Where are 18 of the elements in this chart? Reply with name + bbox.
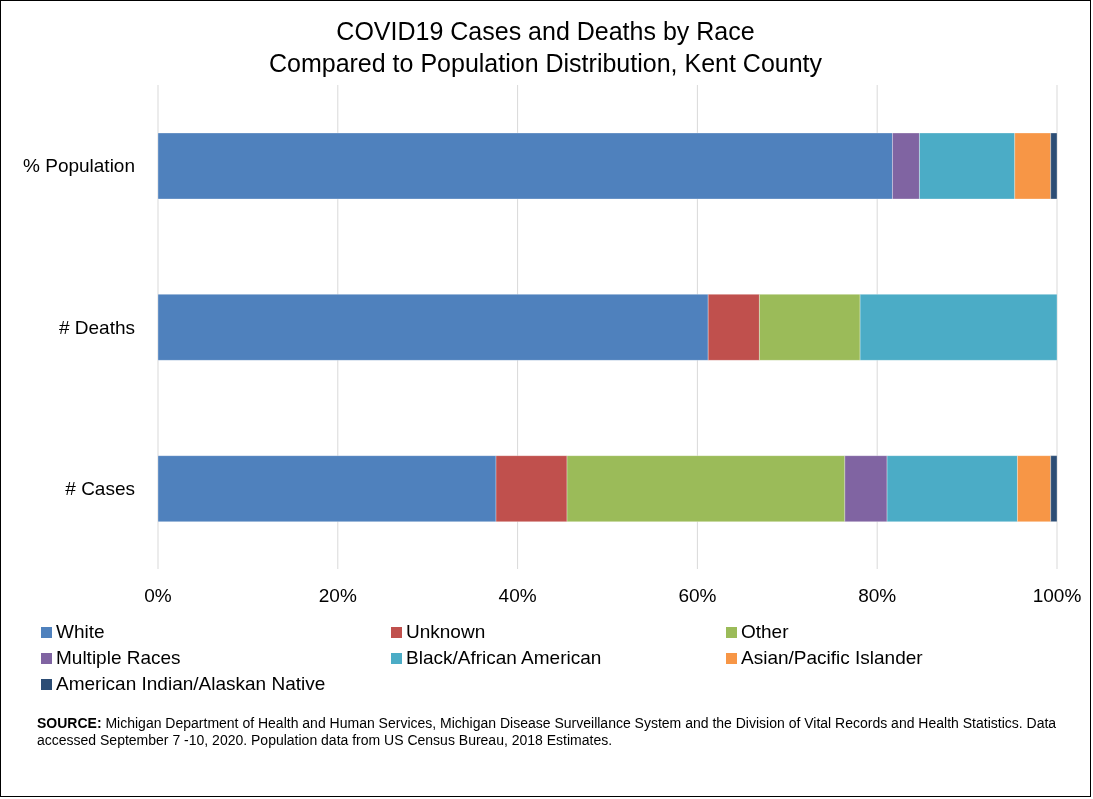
source-note: SOURCE: Michigan Department of Health and Human Services, Michigan Disease Surveillance System and the Division of Vital Records and Health Statistics. Data accessed September 7 -10, 2020. Population data from US Census Bureau, 2018 Estimates. (37, 715, 1058, 749)
legend-label: Other (741, 621, 789, 643)
x-tick-label: 80% (858, 585, 897, 607)
x-tick-label: 60% (678, 585, 717, 607)
chart-title: COVID19 Cases and Deaths by Race Compared to Population Distribution, Kent County (267, 16, 824, 79)
y-tick-label: # Deaths (58, 316, 135, 338)
y-tick-label: % Population (23, 155, 135, 177)
legend-label: Unknown (406, 621, 486, 643)
legend-label: American Indian/Alaskan Native (56, 673, 326, 695)
x-tick-label: 100% (1032, 585, 1082, 607)
legend-label: White (56, 621, 105, 643)
legend-label: Asian/Pacific Islander (741, 647, 923, 669)
y-tick-label: # Cases (65, 478, 135, 500)
x-tick-label: 20% (318, 585, 357, 607)
legend-label: Black/African American (406, 647, 602, 669)
x-tick-label: 0% (144, 585, 172, 607)
x-tick-label: 40% (498, 585, 537, 607)
legend-label: Multiple Races (56, 647, 181, 669)
